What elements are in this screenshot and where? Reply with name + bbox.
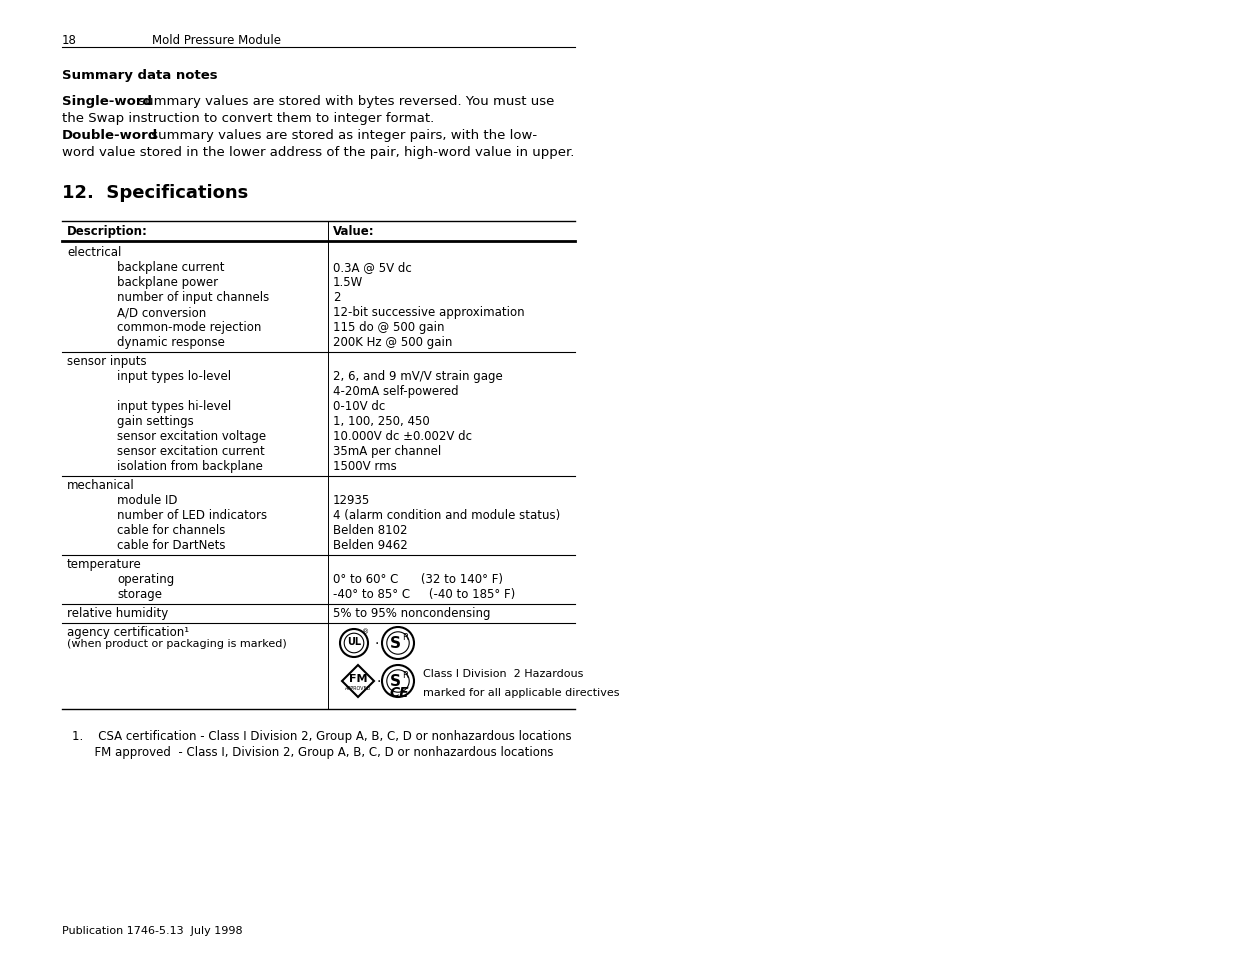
Text: Mold Pressure Module: Mold Pressure Module: [152, 34, 282, 47]
Text: agency certification¹: agency certification¹: [67, 625, 189, 639]
Text: cable for DartNets: cable for DartNets: [117, 538, 226, 552]
Text: temperature: temperature: [67, 558, 142, 571]
Text: gain settings: gain settings: [117, 415, 194, 428]
Text: storage: storage: [117, 587, 162, 600]
Text: number of LED indicators: number of LED indicators: [117, 509, 267, 521]
Text: 2: 2: [333, 291, 341, 304]
Text: Description:: Description:: [67, 225, 148, 237]
Text: 35mA per channel: 35mA per channel: [333, 444, 441, 457]
Text: summary values are stored as integer pairs, with the low-: summary values are stored as integer pai…: [147, 129, 537, 142]
Text: common-mode rejection: common-mode rejection: [117, 320, 262, 334]
Text: input types lo-level: input types lo-level: [117, 370, 231, 382]
Text: 4 (alarm condition and module status): 4 (alarm condition and module status): [333, 509, 561, 521]
Text: (when product or packaging is marked): (when product or packaging is marked): [67, 639, 287, 648]
Text: Summary data notes: Summary data notes: [62, 69, 217, 82]
Text: sensor inputs: sensor inputs: [67, 355, 147, 368]
Text: 115 do @ 500 gain: 115 do @ 500 gain: [333, 320, 445, 334]
Text: 5% to 95% noncondensing: 5% to 95% noncondensing: [333, 606, 490, 619]
Text: 2, 6, and 9 mV/V strain gage: 2, 6, and 9 mV/V strain gage: [333, 370, 503, 382]
Text: relative humidity: relative humidity: [67, 606, 168, 619]
Text: cable for channels: cable for channels: [117, 523, 225, 537]
Text: 12-bit successive approximation: 12-bit successive approximation: [333, 306, 525, 318]
Text: operating: operating: [117, 573, 174, 585]
Text: the Swap instruction to convert them to integer format.: the Swap instruction to convert them to …: [62, 112, 435, 125]
Text: ·: ·: [377, 675, 382, 688]
Text: sensor excitation current: sensor excitation current: [117, 444, 264, 457]
Text: isolation from backplane: isolation from backplane: [117, 459, 263, 473]
Text: APPROVED: APPROVED: [345, 685, 372, 690]
Text: UL: UL: [347, 637, 361, 646]
Text: -40° to 85° C     (-40 to 185° F): -40° to 85° C (-40 to 185° F): [333, 587, 515, 600]
Text: 0.3A @ 5V dc: 0.3A @ 5V dc: [333, 261, 411, 274]
Text: A/D conversion: A/D conversion: [117, 306, 206, 318]
Text: R: R: [403, 632, 408, 640]
Text: 4-20mA self-powered: 4-20mA self-powered: [333, 385, 458, 397]
Text: 12.  Specifications: 12. Specifications: [62, 184, 248, 202]
Text: 10.000V dc ±0.002V dc: 10.000V dc ±0.002V dc: [333, 430, 472, 442]
Text: 12935: 12935: [333, 494, 370, 506]
Text: 1.    CSA certification - Class I Division 2, Group A, B, C, D or nonhazardous l: 1. CSA certification - Class I Division …: [72, 729, 572, 742]
Text: 0° to 60° C      (32 to 140° F): 0° to 60° C (32 to 140° F): [333, 573, 503, 585]
Text: ·: ·: [374, 637, 379, 650]
Text: number of input channels: number of input channels: [117, 291, 269, 304]
Text: 0-10V dc: 0-10V dc: [333, 399, 385, 413]
Text: Publication 1746-5.13  July 1998: Publication 1746-5.13 July 1998: [62, 925, 242, 935]
Text: 200K Hz @ 500 gain: 200K Hz @ 500 gain: [333, 335, 452, 349]
Text: backplane power: backplane power: [117, 275, 219, 289]
Text: 1.5W: 1.5W: [333, 275, 363, 289]
Text: Double-word: Double-word: [62, 129, 158, 142]
Text: mechanical: mechanical: [67, 478, 135, 492]
Text: input types hi-level: input types hi-level: [117, 399, 231, 413]
Text: Belden 8102: Belden 8102: [333, 523, 408, 537]
Text: Belden 9462: Belden 9462: [333, 538, 408, 552]
Text: S: S: [389, 674, 400, 689]
Text: dynamic response: dynamic response: [117, 335, 225, 349]
Text: electrical: electrical: [67, 246, 121, 258]
Text: backplane current: backplane current: [117, 261, 225, 274]
Text: summary values are stored with bytes reversed. You must use: summary values are stored with bytes rev…: [135, 95, 555, 108]
Text: CE: CE: [390, 685, 410, 700]
Text: R: R: [403, 670, 408, 679]
Text: S: S: [389, 636, 400, 651]
Text: ®: ®: [362, 628, 369, 635]
Text: word value stored in the lower address of the pair, high-word value in upper.: word value stored in the lower address o…: [62, 146, 574, 159]
Text: sensor excitation voltage: sensor excitation voltage: [117, 430, 266, 442]
Text: 18: 18: [62, 34, 77, 47]
Text: marked for all applicable directives: marked for all applicable directives: [424, 687, 620, 698]
Text: 1, 100, 250, 450: 1, 100, 250, 450: [333, 415, 430, 428]
Text: FM: FM: [348, 673, 367, 683]
Text: Value:: Value:: [333, 225, 374, 237]
Text: Class I Division  2 Hazardous: Class I Division 2 Hazardous: [424, 668, 583, 679]
Text: FM approved  - Class I, Division 2, Group A, B, C, D or nonhazardous locations: FM approved - Class I, Division 2, Group…: [72, 745, 553, 759]
Text: Single-word: Single-word: [62, 95, 152, 108]
Text: 1500V rms: 1500V rms: [333, 459, 396, 473]
Text: module ID: module ID: [117, 494, 178, 506]
